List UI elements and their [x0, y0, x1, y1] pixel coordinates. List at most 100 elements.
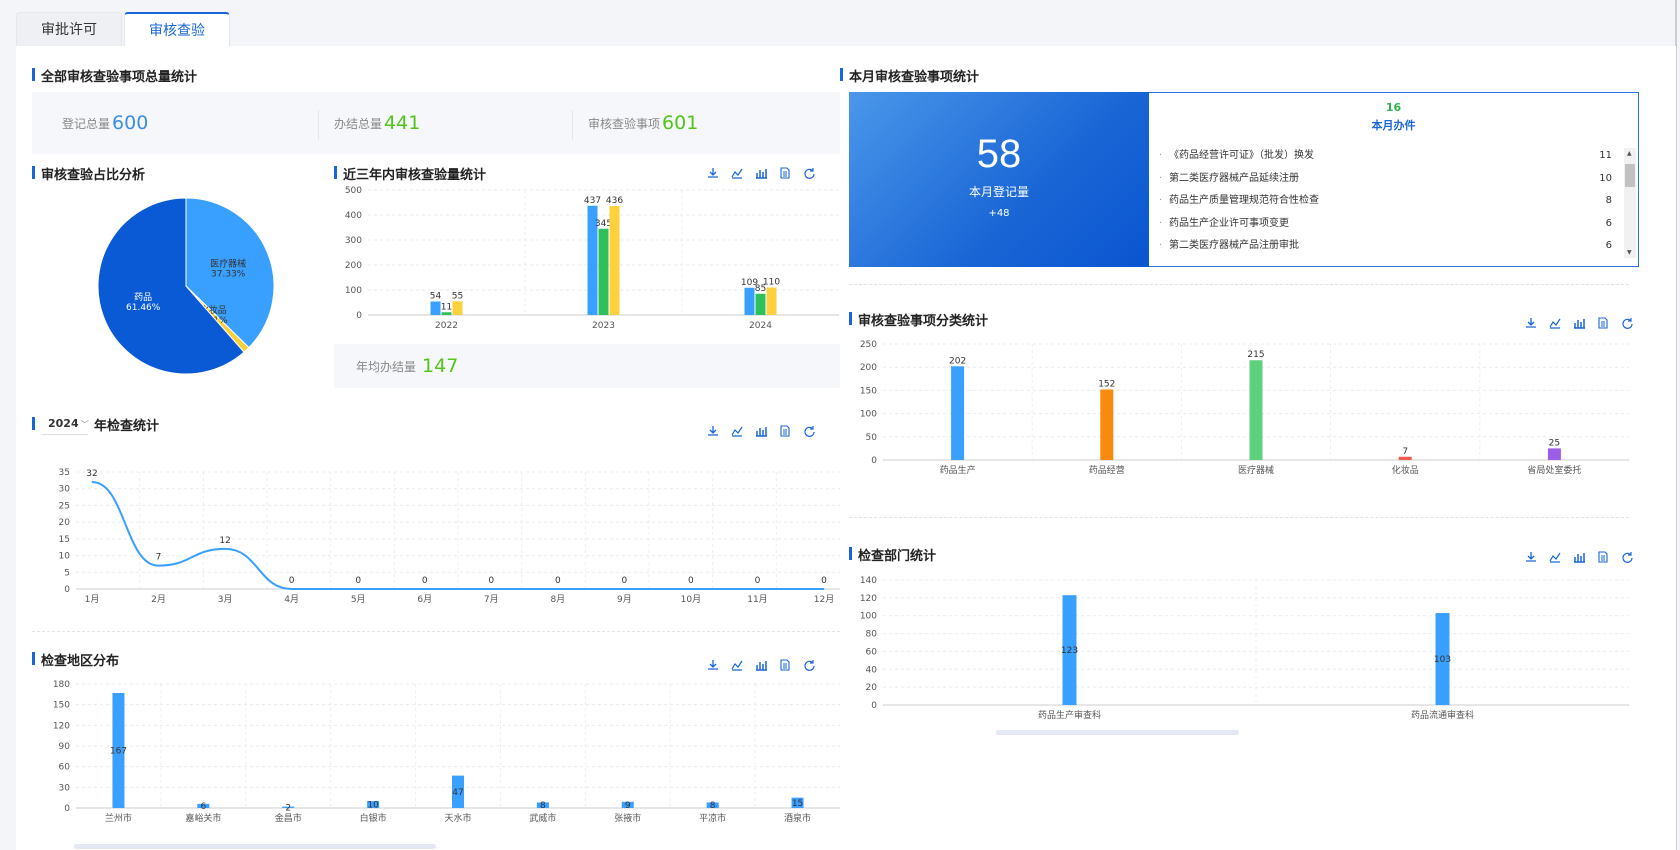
point-value-label: 0	[688, 576, 694, 586]
line-chart-icon[interactable]	[730, 424, 744, 438]
page-scrollbar-thumb[interactable]	[1675, 0, 1677, 850]
line-point	[158, 565, 160, 567]
list-item[interactable]: 第二类医疗器械产品延续注册 10	[1157, 168, 1612, 191]
point-value-label: 12	[219, 536, 230, 546]
list-scrollbar-thumb[interactable]	[1625, 164, 1635, 187]
bar-value-label: 345	[595, 219, 612, 229]
avg-completed-label: 年均办结量	[356, 359, 417, 374]
refresh-icon[interactable]	[1620, 316, 1634, 330]
bar	[197, 803, 210, 808]
x-tick-label: 医疗器械	[1238, 464, 1274, 476]
data-view-icon[interactable]	[778, 166, 792, 180]
line-chart-icon[interactable]	[730, 166, 744, 180]
line-chart-icon[interactable]	[1548, 550, 1562, 564]
data-view-icon[interactable]	[778, 658, 792, 672]
download-icon[interactable]	[706, 424, 720, 438]
data-view-icon[interactable]	[778, 424, 792, 438]
stat-divider	[318, 110, 319, 140]
list-item-name: 第二类医疗器械产品注册审批	[1169, 240, 1299, 251]
y-tick-label: 90	[59, 742, 71, 752]
list-item[interactable]: 药品生产质量管理规范符合性检查 8	[1157, 190, 1612, 213]
refresh-icon[interactable]	[802, 424, 816, 438]
bar	[1547, 448, 1561, 460]
list-scrollbar[interactable]: ▲ ▼	[1624, 148, 1636, 258]
list-item[interactable]: 第二类医疗器械产品注册审批 6	[1157, 235, 1612, 258]
data-view-icon[interactable]	[1596, 550, 1610, 564]
month-item-list: 《药品经营许可证》（批发）换发 11 第二类医疗器械产品延续注册 10 药品生产质量…	[1157, 145, 1612, 258]
pie-slice	[185, 197, 275, 349]
bar-value-label: 152	[1098, 379, 1115, 389]
bar	[951, 366, 965, 460]
total-section-title: 全部审核查验事项总量统计	[32, 66, 197, 85]
scroll-down-icon[interactable]: ▼	[1627, 249, 1632, 256]
tab-approval-permit[interactable]: 审批许可	[16, 12, 122, 46]
year3-section-title: 近三年内审核查验量统计	[334, 164, 486, 183]
list-item-value: 11	[1599, 150, 1612, 161]
bar	[1435, 613, 1450, 705]
refresh-icon[interactable]	[1620, 550, 1634, 564]
download-icon[interactable]	[706, 658, 720, 672]
x-tick-label: 药品流通审查科	[1411, 709, 1474, 721]
y-tick-label: 0	[64, 804, 70, 814]
refresh-icon[interactable]	[802, 658, 816, 672]
tab-audit-inspection[interactable]: 审核查验	[124, 12, 230, 46]
y-tick-label: 300	[345, 236, 362, 246]
scroll-up-icon[interactable]: ▲	[1627, 150, 1632, 157]
y-tick-label: 15	[59, 535, 70, 545]
y-tick-label: 5	[64, 568, 70, 578]
point-value-label: 7	[156, 553, 162, 563]
download-icon[interactable]	[1524, 550, 1538, 564]
point-value-label: 0	[355, 576, 361, 586]
x-tick-label: 9月	[617, 594, 632, 605]
pie-slice-name: 医疗器械	[210, 257, 246, 269]
bar-chart-icon[interactable]	[754, 424, 768, 438]
bar-chart-icon[interactable]	[1572, 550, 1586, 564]
bar-value-label: 11	[441, 302, 452, 312]
bar-value-label: 6	[200, 802, 206, 812]
list-item[interactable]: 《药品经营许可证》（批发）换发 11	[1157, 145, 1612, 168]
dept-bar-chart: 0 20 40 60 80 100 120 140 药品生产审查科 药品流通审查科 123 103	[860, 576, 1629, 721]
y-tick-label: 0	[356, 311, 362, 321]
section-divider	[849, 517, 1629, 518]
download-icon[interactable]	[1524, 316, 1538, 330]
x-tick-label: 11月	[747, 594, 767, 605]
x-tick-label: 酒泉市	[784, 812, 811, 824]
dept-zoom-slider[interactable]	[996, 730, 1239, 735]
bar-chart-icon[interactable]	[754, 658, 768, 672]
line-point	[357, 588, 359, 590]
y-tick-label: 400	[345, 211, 362, 221]
x-tick-label: 白银市	[360, 812, 387, 824]
year-select[interactable]: 2024 ﹀	[42, 413, 89, 435]
line-point	[291, 588, 293, 590]
line-point	[557, 588, 559, 590]
download-icon[interactable]	[706, 166, 720, 180]
list-item[interactable]: 药品生产企业许可事项变更 6	[1157, 213, 1612, 236]
bar	[609, 206, 620, 315]
line-chart-icon[interactable]	[730, 658, 744, 672]
stat-completed-value: 441	[384, 112, 421, 134]
bar-value-label: 8	[710, 801, 716, 811]
x-tick-label: 药品生产审查科	[1038, 709, 1101, 721]
data-view-icon[interactable]	[1596, 316, 1610, 330]
bar-value-label: 109	[741, 278, 758, 288]
bar	[367, 801, 380, 808]
point-value-label: 0	[821, 576, 827, 586]
x-tick-label: 化妆品	[1392, 464, 1419, 476]
bar-chart-icon[interactable]	[1572, 316, 1586, 330]
bar-chart-icon[interactable]	[754, 166, 768, 180]
y-tick-label: 100	[345, 286, 362, 296]
section-divider	[849, 284, 1629, 285]
refresh-icon[interactable]	[802, 166, 816, 180]
x-tick-label: 12月	[814, 594, 834, 605]
line-chart-icon[interactable]	[1548, 316, 1562, 330]
bar	[706, 802, 719, 808]
page-scrollbar[interactable]	[1672, 0, 1680, 850]
point-value-label: 0	[621, 576, 627, 586]
bar-value-label: 7	[1402, 447, 1408, 457]
x-tick-label: 1月	[85, 594, 100, 605]
region-zoom-slider[interactable]	[74, 844, 436, 849]
bar	[587, 205, 598, 315]
bar-value-label: 437	[584, 196, 601, 206]
bar-value-label: 436	[606, 196, 623, 206]
bar	[791, 797, 804, 808]
